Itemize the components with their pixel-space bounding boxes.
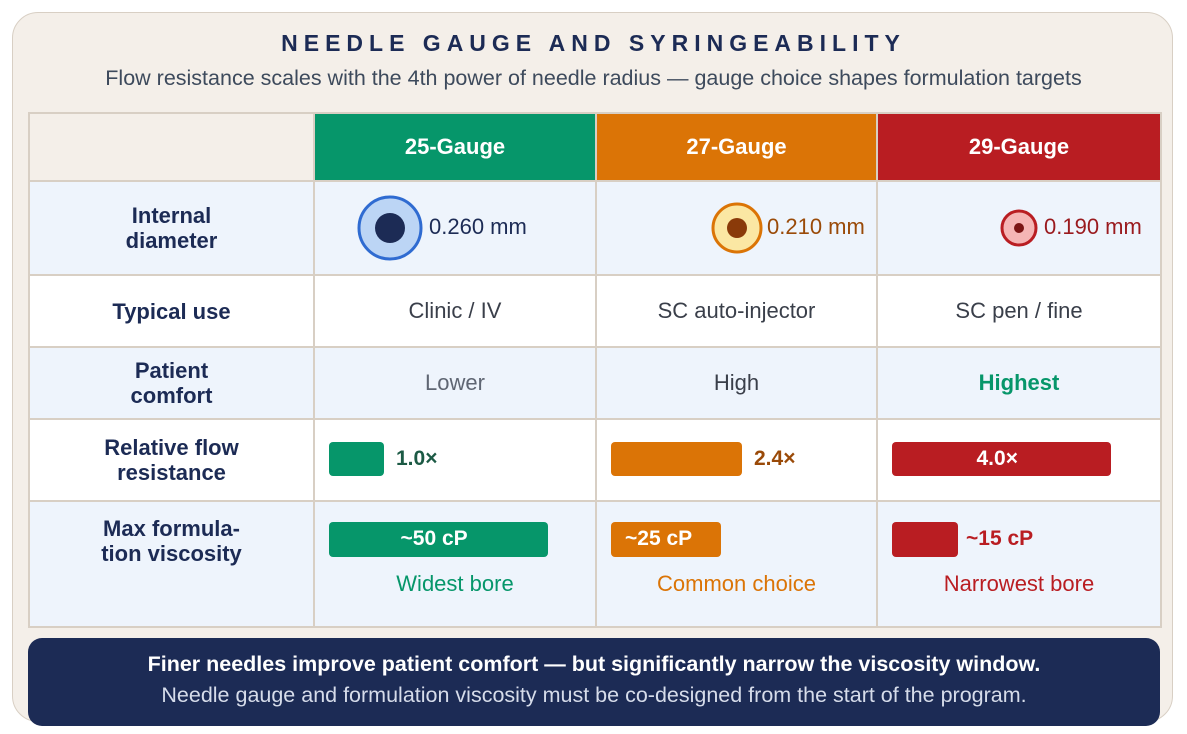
typical-use-29: SC pen / fine <box>876 274 1162 348</box>
column-header-29-gauge: 29-Gauge <box>876 112 1162 182</box>
column-header-27-gauge: 27-Gauge <box>595 112 878 182</box>
typical-use-25: Clinic / IV <box>313 274 597 348</box>
takeaway-detail: Needle gauge and formulation viscosity m… <box>161 683 1027 707</box>
comfort-29: Highest <box>876 346 1162 420</box>
viscosity-note-27: Common choice <box>657 571 816 596</box>
row-label-typical-use: Typical use <box>112 298 231 324</box>
viscosity-note-29: Narrowest bore <box>943 571 1095 596</box>
viscosity-bar-27 <box>611 522 721 557</box>
comfort-25: Lower <box>313 346 597 420</box>
row-label-max-viscosity: Max formula-tion viscosity <box>101 516 242 566</box>
table-row-internal-diameter: Internal diameter 0.260 mm 0.210 mm <box>28 180 1162 276</box>
viscosity-label-29: ~15 cP <box>966 527 1034 550</box>
viscosity-note-25: Widest bore <box>396 571 514 596</box>
viscosity-cell-25: ~50 cP Widest bore <box>313 500 597 628</box>
flow-bar-29 <box>892 442 1111 476</box>
takeaway-headline: Finer needles improve patient comfort — … <box>147 652 1041 676</box>
viscosity-bar-29 <box>892 522 958 557</box>
diameter-value-29: 0.190 mm <box>1044 214 1142 239</box>
typical-use-27: SC auto-injector <box>595 274 878 348</box>
comfort-27: High <box>595 346 878 420</box>
table-row-patient-comfort: Patient comfort Lower High Highest <box>28 346 1162 420</box>
comparison-table: 25-Gauge 27-Gauge 29-Gauge Internal diam… <box>28 112 1162 628</box>
needle-bore-29-icon <box>1000 209 1038 247</box>
flow-label-29: 4.0× <box>976 447 1018 470</box>
page-subtitle: Flow resistance scales with the 4th powe… <box>105 66 1082 90</box>
column-header-25-gauge: 25-Gauge <box>313 112 597 182</box>
table-row-max-viscosity: Max formula-tion viscosity ~50 cP Widest… <box>28 500 1162 628</box>
viscosity-label-27: ~25 cP <box>625 527 693 550</box>
needle-bore-25-icon <box>357 195 423 261</box>
row-label-flow-resistance: Relative flow resistance <box>104 435 239 485</box>
diameter-value-25: 0.260 mm <box>429 214 527 239</box>
flow-cell-25: 1.0× <box>313 418 597 502</box>
row-label-internal-diameter: Internal diameter <box>125 203 218 253</box>
flow-cell-29: 4.0× <box>876 418 1162 502</box>
flow-label-27: 2.4× <box>754 447 796 470</box>
table-corner <box>28 112 315 182</box>
takeaway-banner: Finer needles improve patient comfort — … <box>28 638 1160 726</box>
flow-bar-25 <box>329 442 384 476</box>
viscosity-cell-29: ~15 cP Narrowest bore <box>876 500 1162 628</box>
table-row-flow-resistance: Relative flow resistance 1.0× 2.4× 4.0× <box>28 418 1162 502</box>
flow-bar-27 <box>611 442 742 476</box>
flow-cell-27: 2.4× <box>595 418 878 502</box>
needle-bore-27-icon <box>711 202 763 254</box>
diameter-value-27: 0.210 mm <box>767 214 865 239</box>
viscosity-bar-25 <box>329 522 548 557</box>
flow-label-25: 1.0× <box>396 447 438 470</box>
table-row-typical-use: Typical use Clinic / IV SC auto-injector… <box>28 274 1162 348</box>
viscosity-label-25: ~50 cP <box>400 527 468 550</box>
viscosity-cell-27: ~25 cP Common choice <box>595 500 878 628</box>
page-title: NEEDLE GAUGE AND SYRINGEABILITY <box>281 30 906 56</box>
row-label-patient-comfort: Patient comfort <box>130 358 213 408</box>
